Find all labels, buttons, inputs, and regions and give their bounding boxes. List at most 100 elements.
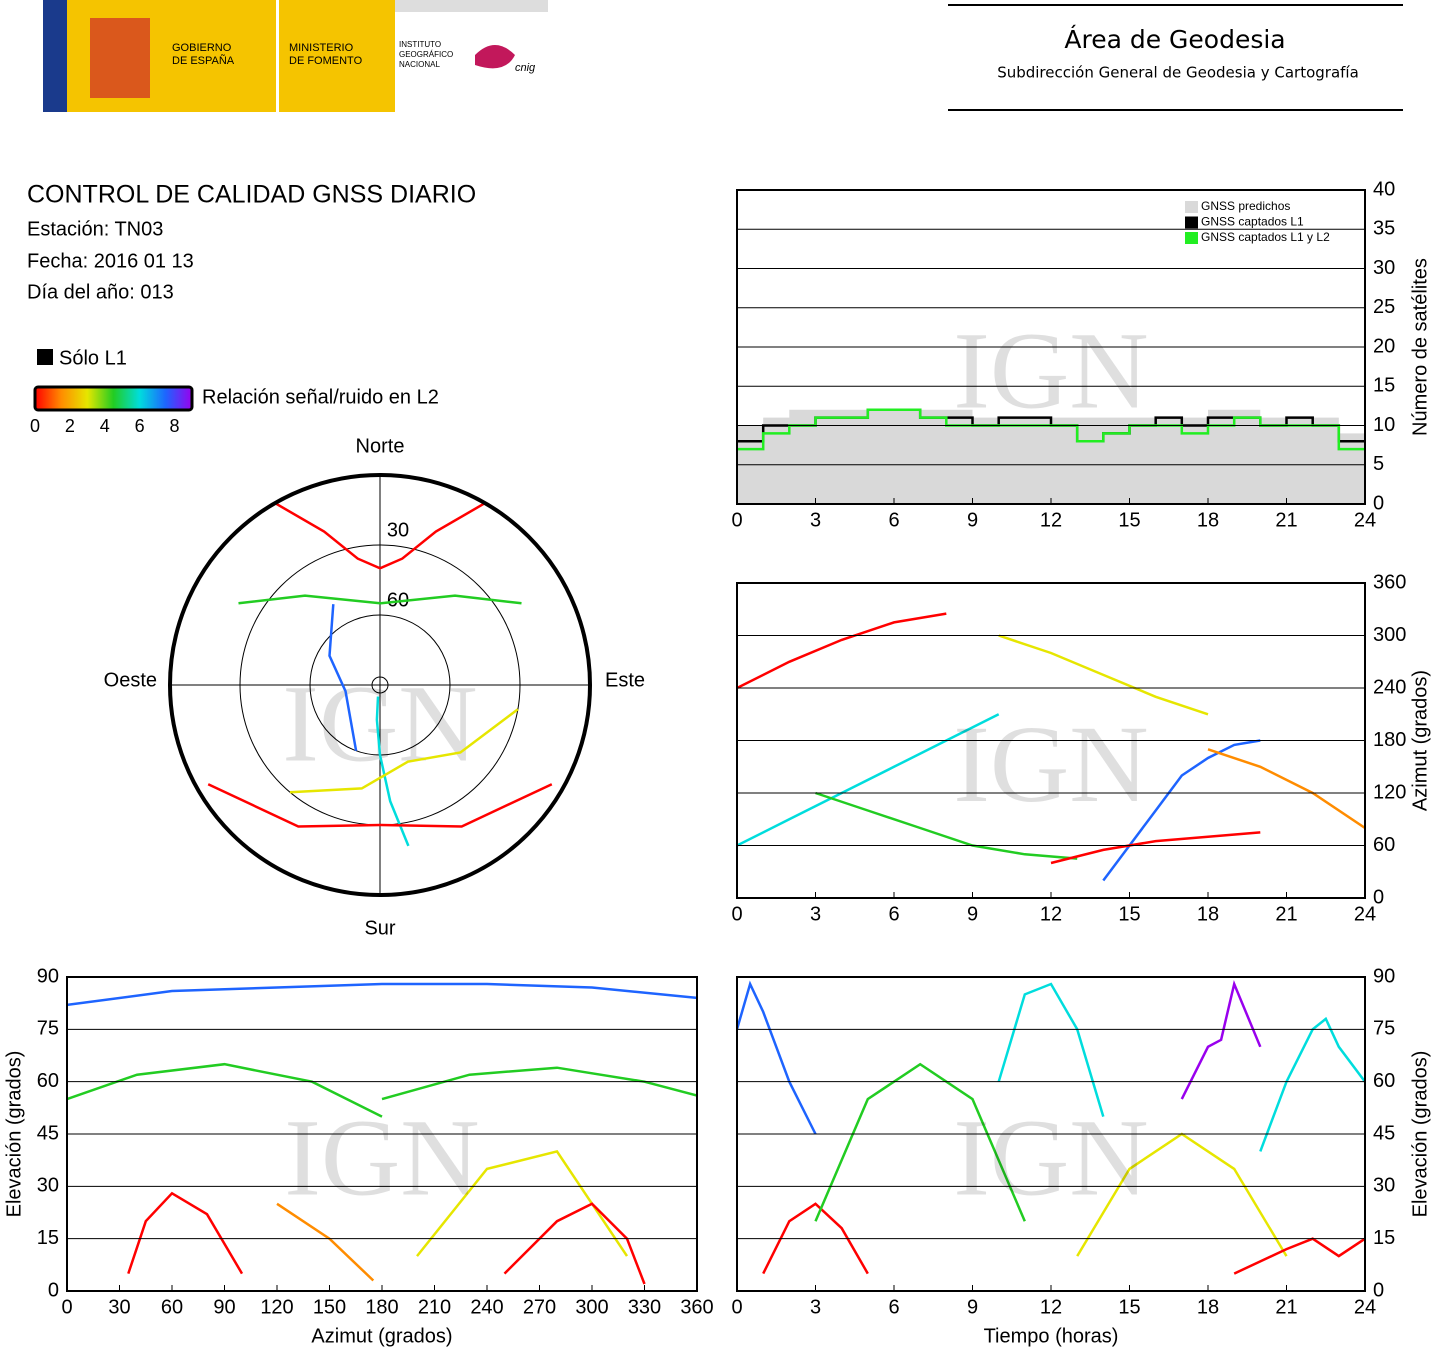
y-tick-label: 240: [1373, 676, 1406, 698]
x-tick-label: 300: [575, 1296, 608, 1318]
ring-label: 30: [387, 519, 409, 541]
satellite-track: [1233, 1237, 1365, 1275]
satellite-track: [328, 604, 358, 752]
x-tick-label: 6: [888, 903, 899, 925]
x-tick-label: 120: [260, 1296, 293, 1318]
x-tick-label: 24: [1354, 1296, 1376, 1318]
x-tick-label: 18: [1197, 509, 1219, 531]
x-tick-label: 18: [1197, 903, 1219, 925]
x-tick-label: 270: [523, 1296, 556, 1318]
x-tick-label: 6: [888, 1296, 899, 1318]
report-title: CONTROL DE CALIDAD GNSS DIARIO: [27, 181, 476, 209]
x-tick-label: 210: [418, 1296, 451, 1318]
center-ring: [371, 676, 389, 694]
satellite-track: [289, 708, 519, 794]
snr-tick-label: 8: [170, 416, 180, 436]
y-tick-label: 20: [1373, 335, 1395, 357]
x-tick-label: 360: [680, 1296, 713, 1318]
x-tick-label: 240: [470, 1296, 503, 1318]
x-tick-label: 0: [731, 903, 742, 925]
watermark: IGN: [282, 662, 478, 784]
satellite-track: [67, 982, 697, 1007]
y-tick-label: 15: [1373, 375, 1395, 397]
logo-strip: [395, 0, 548, 12]
y-tick-label: 35: [1373, 218, 1395, 240]
y-tick-label: 75: [37, 1018, 59, 1040]
x-tick-label: 12: [1040, 509, 1062, 531]
watermark: IGN: [953, 1096, 1149, 1218]
x-tick-label: 24: [1354, 903, 1376, 925]
y-axis-label: Azimut (grados): [1409, 670, 1431, 811]
x-tick-label: 180: [365, 1296, 398, 1318]
satellite-track: [238, 594, 522, 605]
plot-frame: [736, 189, 1366, 505]
satellite-track: [503, 1202, 646, 1285]
satellite-track: [737, 612, 947, 690]
snr-tick-label: 6: [135, 416, 145, 436]
west-label: Oeste: [104, 669, 157, 691]
y-axis-label: Número de satélites: [1409, 258, 1431, 436]
x-tick-label: 6: [888, 509, 899, 531]
area-title: Área de Geodesia: [1064, 25, 1285, 54]
cnig-logo: [475, 45, 515, 69]
snr-colorbar: [33, 385, 194, 412]
x-axis-label: Tiempo (horas): [984, 1325, 1119, 1347]
x-tick-label: 12: [1040, 1296, 1062, 1318]
logo-text: DE ESPAÑA: [172, 54, 235, 67]
snr-tick-label: 2: [65, 416, 75, 436]
y-tick-label: 180: [1373, 729, 1406, 751]
satellite-track: [375, 696, 410, 847]
logo-text: MINISTERIO: [289, 42, 354, 54]
y-tick-label: 30: [1373, 257, 1395, 279]
plot-frame: [66, 976, 698, 1292]
satellite-track: [127, 1191, 244, 1275]
plot-frame: [736, 976, 1366, 1292]
y-tick-label: 30: [1373, 1175, 1395, 1197]
y-tick-label: 120: [1373, 781, 1406, 803]
satellite-track: [207, 783, 553, 828]
logo-text: GEOGRÁFICO: [399, 50, 453, 59]
x-tick-label: 0: [61, 1296, 72, 1318]
y-tick-label: 75: [1373, 1018, 1395, 1040]
satellite-track: [274, 502, 486, 570]
y-tick-label: 45: [37, 1122, 59, 1144]
y-tick-label: 0: [48, 1279, 59, 1301]
y-tick-label: 360: [1373, 571, 1406, 593]
x-tick-label: 30: [108, 1296, 130, 1318]
x-tick-label: 330: [628, 1296, 661, 1318]
north-label: Norte: [356, 435, 405, 457]
x-tick-label: 3: [810, 903, 821, 925]
legend-swatch: [1185, 201, 1198, 213]
legend-label: GNSS predichos: [1201, 199, 1290, 213]
legend-swatch: [1185, 216, 1198, 229]
x-tick-label: 15: [1118, 509, 1140, 531]
cnig-text: cnig: [515, 62, 536, 74]
satellite-track: [381, 1066, 697, 1101]
x-tick-label: 9: [967, 903, 978, 925]
satellite-track: [1259, 1016, 1365, 1152]
satellite-track: [737, 713, 1000, 847]
y-tick-label: 5: [1373, 453, 1384, 475]
south-label: Sur: [364, 917, 395, 939]
x-axis-label: Azimut (grados): [311, 1325, 452, 1347]
y-tick-label: 300: [1373, 624, 1406, 646]
y-tick-label: 0: [1373, 492, 1384, 514]
legend-label: GNSS captados L1: [1201, 215, 1304, 229]
y-axis-label: Elevación (grados): [1409, 1051, 1431, 1218]
satellite-track: [814, 1062, 1026, 1222]
watermark: IGN: [953, 309, 1149, 431]
x-tick-label: 60: [161, 1296, 183, 1318]
snr-tick-label: 4: [100, 416, 110, 436]
station: Estación: TN03: [27, 218, 163, 240]
y-tick-label: 60: [1373, 1070, 1395, 1092]
y-tick-label: 10: [1373, 414, 1395, 436]
x-tick-label: 18: [1197, 1296, 1219, 1318]
y-tick-label: 40: [1373, 178, 1395, 200]
y-tick-label: 0: [1373, 886, 1384, 908]
logo-text: DE FOMENTO: [289, 55, 363, 67]
y-tick-label: 45: [1373, 1122, 1395, 1144]
satellite-track: [1207, 748, 1365, 830]
x-tick-label: 9: [967, 509, 978, 531]
satellite-track: [737, 980, 817, 1135]
